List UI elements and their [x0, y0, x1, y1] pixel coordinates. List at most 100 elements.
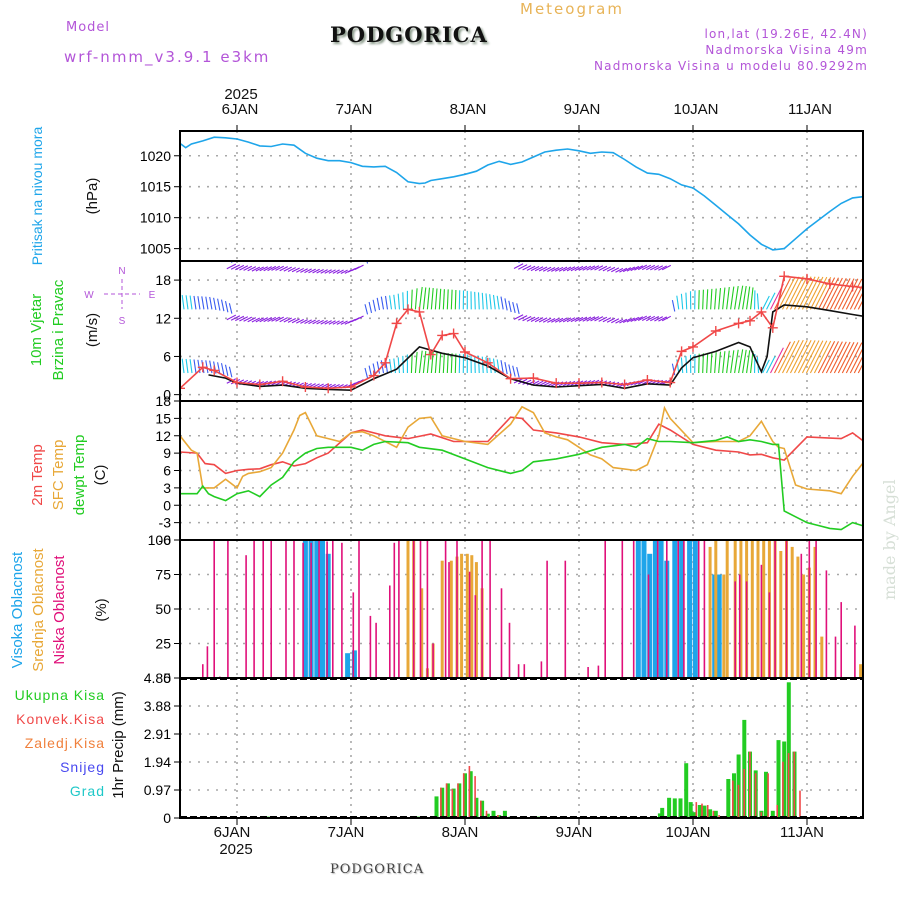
bar-total-rain [786, 682, 791, 818]
wind-barb [213, 297, 217, 311]
wind-barb [300, 268, 308, 273]
wind-barb [854, 229, 869, 259]
bar-convective-rain [701, 803, 703, 818]
gust-marker [197, 362, 208, 373]
wind-barb [255, 317, 265, 323]
wind-barb [562, 317, 572, 323]
wind-barb [205, 296, 209, 310]
wind-barb [227, 261, 229, 262]
wind-barb [794, 226, 811, 259]
bar-low-cloud [800, 553, 803, 678]
wind-barb [504, 298, 508, 311]
wind-barb [551, 317, 560, 323]
wind-barb [849, 283, 863, 310]
bar-low-cloud [369, 615, 372, 678]
wind-barb [615, 267, 624, 273]
wind-barb [492, 294, 496, 310]
bar-low-cloud [474, 595, 477, 678]
wind-barb [727, 236, 730, 258]
wind-barb [230, 315, 241, 321]
series-line-mslp [180, 136, 863, 251]
bar-low-cloud [703, 540, 706, 678]
bar-convective-rain [695, 802, 698, 818]
wind-barb [287, 267, 296, 272]
gust-marker [733, 318, 744, 329]
series-mslp [180, 136, 863, 251]
wind-barb [619, 318, 628, 324]
wind-barb [814, 226, 830, 258]
wind-barb [508, 300, 512, 313]
wind-barb [801, 340, 820, 374]
wind-barb [602, 266, 612, 272]
wind-barb [442, 289, 445, 310]
bar-low-cloud [389, 585, 391, 678]
bar-convective-rain [485, 810, 488, 818]
bar-low-cloud [597, 665, 600, 678]
bar-total-rain [468, 771, 473, 818]
wind-barb [251, 317, 261, 323]
wind-barb [202, 246, 204, 259]
bar-total-rain [480, 800, 485, 818]
gust-marker [346, 382, 356, 392]
bar-low-cloud [656, 540, 659, 678]
wind-barb [189, 295, 193, 310]
wind-barb [747, 236, 750, 259]
wind-barb [512, 365, 516, 377]
wind-barb [809, 340, 828, 374]
wind-barb [622, 318, 632, 323]
gust-marker [391, 318, 402, 329]
wind-barb [805, 340, 824, 374]
y-tick-label: 2.91 [144, 726, 171, 742]
wind-barb [630, 316, 640, 322]
wind-barb [714, 352, 717, 374]
bar-total-rain [457, 783, 462, 818]
gust-marker [528, 373, 539, 384]
wind-barb [606, 317, 616, 323]
wind-barb [259, 266, 269, 272]
wind-barb [547, 267, 556, 272]
bar-total-rain [684, 763, 689, 818]
precip-unit: 1hr Precip (mm) [110, 691, 127, 799]
bar-low-cloud [854, 625, 856, 678]
bar-high-cloud [314, 540, 320, 678]
wind-barb [427, 237, 429, 259]
wind-barb [723, 237, 725, 259]
wind-barb [813, 277, 832, 310]
wind-barb [182, 244, 184, 258]
wind-barb [320, 320, 328, 325]
precip-legend-1: Konvek.Kisa [16, 711, 105, 727]
y-tick-label: 0.97 [144, 782, 171, 798]
y-tick-label: 1010 [140, 210, 171, 226]
wind-barb [228, 366, 233, 378]
bar-mid-cloud [790, 546, 794, 678]
series-wind-speed [208, 304, 863, 392]
bar-total-rain [782, 741, 787, 818]
model-name: wrf-nmm_v3.9.1 e3km [64, 48, 271, 66]
series-wind-gust [180, 271, 863, 394]
wind-barb [518, 264, 528, 270]
wind-barb [446, 353, 449, 374]
wind-barb [380, 296, 385, 310]
bar-mid-cloud [820, 636, 824, 678]
wind-barb [734, 286, 739, 310]
pressure-unit: (hPa) [84, 178, 101, 215]
wind-barb [239, 265, 249, 271]
wind-barb [698, 290, 700, 310]
wind-barb [368, 365, 373, 377]
y-tick-label: 4.85 [144, 670, 171, 686]
wind-barb [582, 265, 592, 271]
wind-barb [490, 243, 492, 258]
wind-barb [414, 351, 418, 374]
bar-low-cloud [745, 581, 748, 678]
gust-marker [448, 328, 459, 339]
bar-low-cloud [227, 540, 229, 678]
wind-barb [826, 227, 842, 258]
wind-barb [336, 320, 344, 325]
bar-low-cloud [318, 540, 320, 678]
coords-text: lon,lat (19.26E, 42.4N) [704, 27, 868, 41]
wind-barb [271, 316, 280, 322]
wind-barb [861, 306, 863, 310]
wind-barb [566, 317, 576, 323]
wind-barb [500, 360, 504, 374]
wind-barb [558, 266, 568, 272]
